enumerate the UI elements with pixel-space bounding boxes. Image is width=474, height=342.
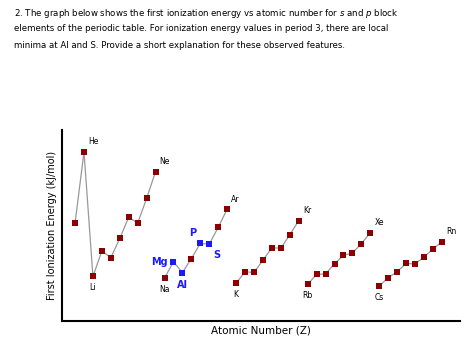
- Text: minima at Al and S. Provide a short explanation for these observed features.: minima at Al and S. Provide a short expl…: [14, 41, 345, 50]
- Text: Ar: Ar: [231, 195, 240, 203]
- Text: elements of the periodic table. For ionization energy values in period 3, there : elements of the periodic table. For ioni…: [14, 24, 389, 33]
- Text: Li: Li: [90, 284, 96, 292]
- Text: P: P: [189, 228, 196, 238]
- Text: Rb: Rb: [302, 291, 313, 300]
- Text: Mg: Mg: [151, 257, 168, 267]
- X-axis label: Atomic Number (Z): Atomic Number (Z): [211, 326, 310, 336]
- Text: Cs: Cs: [374, 293, 384, 302]
- Text: Kr: Kr: [303, 206, 311, 215]
- Text: 2. The graph below shows the first ionization energy vs atomic number for $s$ an: 2. The graph below shows the first ioniz…: [14, 7, 399, 20]
- Text: Ne: Ne: [160, 157, 170, 166]
- Text: He: He: [88, 137, 99, 146]
- Text: Xe: Xe: [374, 218, 384, 227]
- Text: K: K: [234, 290, 238, 299]
- Text: Al: Al: [177, 279, 188, 290]
- Text: Rn: Rn: [446, 227, 456, 236]
- Y-axis label: First Ionization Energy (kJ/mol): First Ionization Energy (kJ/mol): [47, 151, 57, 300]
- Text: S: S: [213, 250, 220, 260]
- Text: Na: Na: [159, 285, 170, 294]
